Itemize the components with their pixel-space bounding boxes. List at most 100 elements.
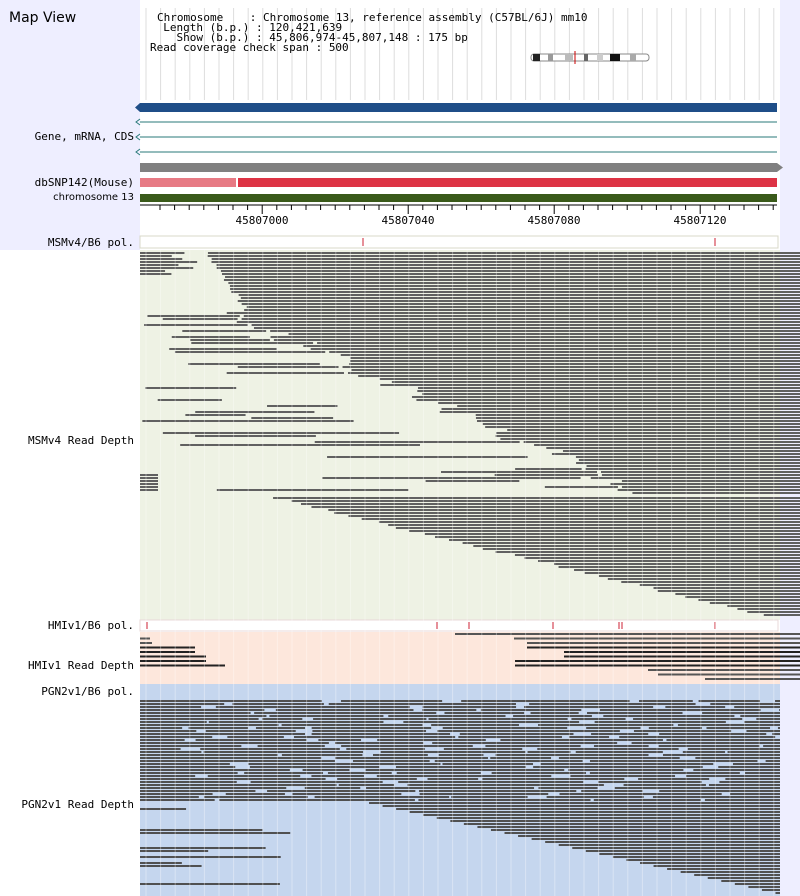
read — [546, 796, 644, 798]
read — [142, 420, 354, 422]
read — [403, 721, 580, 723]
msm-read-pileup[interactable] — [140, 252, 800, 616]
read — [765, 760, 780, 762]
read — [140, 808, 187, 810]
read — [195, 739, 307, 741]
chromosome-ideogram[interactable] — [530, 51, 650, 64]
read — [273, 497, 800, 499]
hmi-read-pileup[interactable] — [140, 633, 800, 680]
read — [490, 757, 552, 759]
read — [211, 261, 800, 263]
read — [140, 477, 158, 479]
chromosome-track-label: chromosome 13 — [53, 192, 134, 203]
read — [352, 760, 430, 762]
chromosome-bar[interactable] — [140, 194, 777, 202]
read — [226, 372, 344, 374]
read — [438, 402, 800, 404]
read — [737, 608, 800, 610]
read — [237, 300, 800, 302]
read — [226, 312, 800, 314]
read — [204, 796, 308, 798]
read — [140, 261, 198, 263]
read — [317, 342, 800, 344]
read — [211, 258, 800, 260]
read — [221, 273, 800, 275]
read — [140, 706, 202, 708]
read — [140, 655, 206, 658]
hmi-depth-area[interactable] — [140, 632, 780, 684]
read — [745, 772, 780, 774]
read — [231, 291, 800, 293]
read — [253, 327, 800, 329]
read — [140, 772, 238, 774]
read — [200, 748, 340, 750]
read — [686, 775, 780, 777]
read — [612, 856, 780, 858]
read — [409, 530, 800, 532]
msm-pol-bar[interactable] — [139, 235, 779, 249]
read — [725, 778, 780, 780]
read — [730, 793, 780, 795]
read — [438, 754, 484, 756]
read — [249, 766, 380, 768]
read — [687, 748, 780, 750]
read — [140, 489, 158, 491]
read — [250, 781, 383, 783]
read — [216, 264, 800, 266]
read — [571, 718, 626, 720]
read — [311, 727, 432, 729]
read — [551, 453, 800, 455]
read — [584, 572, 800, 574]
read — [140, 862, 182, 864]
read — [515, 660, 800, 662]
dbsnp-track[interactable] — [140, 163, 783, 187]
read — [140, 793, 213, 795]
read — [140, 724, 279, 726]
read — [515, 468, 582, 470]
read — [302, 769, 350, 771]
read — [373, 754, 428, 756]
read — [527, 646, 800, 649]
read — [145, 387, 237, 389]
gene-track[interactable] — [135, 103, 777, 156]
read — [311, 733, 451, 735]
dbsnp-pink-bar[interactable] — [140, 178, 236, 187]
read — [581, 790, 643, 792]
dbsnp-gray-bar[interactable] — [140, 163, 777, 172]
read — [318, 739, 362, 741]
read — [422, 393, 800, 395]
read — [443, 748, 523, 750]
dbsnp-red-bar[interactable] — [238, 178, 777, 187]
read — [327, 456, 528, 458]
read — [775, 892, 780, 894]
read — [140, 745, 242, 747]
read — [554, 563, 800, 565]
read — [140, 715, 267, 717]
hmi-pol-bar[interactable] — [139, 619, 779, 632]
read — [601, 471, 800, 473]
read — [171, 336, 250, 338]
read — [574, 569, 800, 571]
pgn-read-pileup[interactable] — [140, 700, 780, 894]
read — [140, 778, 326, 780]
read — [379, 378, 800, 380]
read — [269, 715, 384, 717]
read — [140, 754, 278, 756]
read — [482, 423, 800, 425]
read — [243, 315, 800, 317]
read — [482, 548, 800, 550]
read — [311, 775, 364, 777]
read — [533, 766, 703, 768]
read — [652, 796, 780, 798]
read — [140, 709, 265, 711]
read — [449, 539, 800, 541]
read — [748, 886, 780, 888]
read — [496, 432, 800, 434]
hmi-snp-marks[interactable] — [146, 622, 716, 629]
read — [619, 736, 776, 738]
gene-bar[interactable] — [140, 103, 777, 112]
read — [603, 715, 735, 717]
read — [524, 557, 800, 559]
read — [756, 718, 780, 720]
